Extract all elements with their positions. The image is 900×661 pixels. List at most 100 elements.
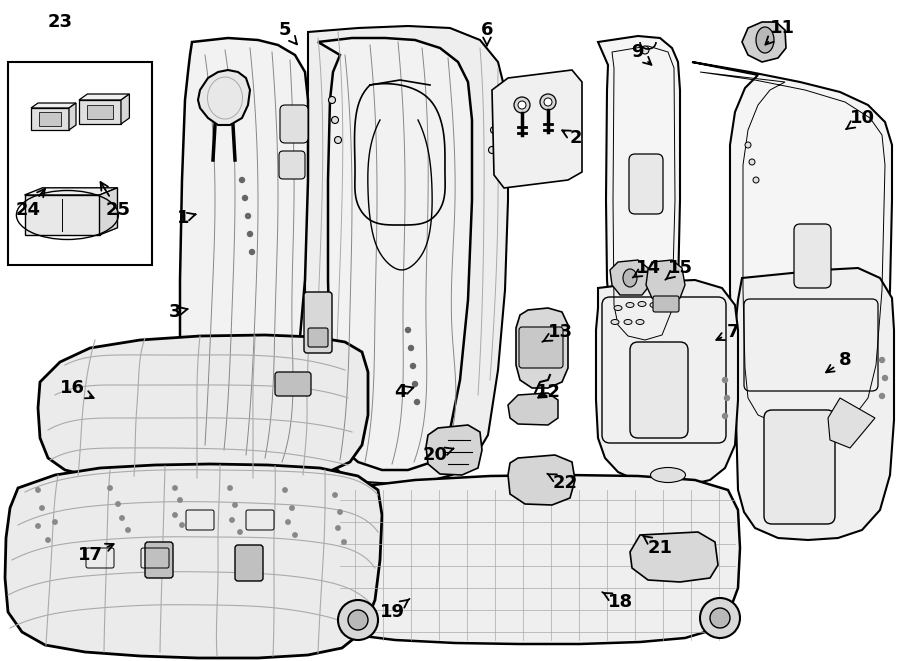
Polygon shape <box>610 260 650 295</box>
Circle shape <box>283 488 287 492</box>
Circle shape <box>342 540 346 544</box>
Circle shape <box>518 101 526 109</box>
Polygon shape <box>735 268 894 540</box>
Circle shape <box>36 488 40 492</box>
Circle shape <box>710 608 730 628</box>
Ellipse shape <box>623 269 637 287</box>
Circle shape <box>126 527 130 532</box>
Circle shape <box>879 358 885 362</box>
Circle shape <box>338 600 378 640</box>
Polygon shape <box>121 94 130 124</box>
Circle shape <box>173 513 177 517</box>
Circle shape <box>248 231 253 237</box>
Polygon shape <box>87 105 112 119</box>
FancyBboxPatch shape <box>653 296 679 312</box>
Text: 16: 16 <box>59 379 94 399</box>
Polygon shape <box>79 94 130 100</box>
FancyBboxPatch shape <box>280 105 308 143</box>
Polygon shape <box>31 103 76 108</box>
Polygon shape <box>69 103 76 130</box>
Polygon shape <box>508 393 558 425</box>
FancyBboxPatch shape <box>275 372 311 396</box>
Text: 12: 12 <box>536 383 561 401</box>
Text: 8: 8 <box>826 351 851 372</box>
Circle shape <box>514 97 530 113</box>
Circle shape <box>173 486 177 490</box>
Circle shape <box>409 346 413 350</box>
Polygon shape <box>646 260 685 305</box>
Circle shape <box>336 525 340 530</box>
FancyBboxPatch shape <box>630 342 688 438</box>
Ellipse shape <box>662 305 670 311</box>
Circle shape <box>544 98 552 106</box>
Polygon shape <box>630 532 718 582</box>
Ellipse shape <box>756 27 774 53</box>
Circle shape <box>246 214 250 219</box>
FancyBboxPatch shape <box>519 327 563 368</box>
Ellipse shape <box>626 303 634 307</box>
Ellipse shape <box>614 305 622 311</box>
Circle shape <box>749 159 755 165</box>
FancyBboxPatch shape <box>279 151 305 179</box>
FancyBboxPatch shape <box>764 410 835 524</box>
Circle shape <box>335 137 341 143</box>
Circle shape <box>46 538 50 542</box>
Text: 9: 9 <box>631 43 652 65</box>
Polygon shape <box>598 36 680 348</box>
Circle shape <box>53 520 58 524</box>
Circle shape <box>883 375 887 381</box>
Polygon shape <box>38 335 368 480</box>
Circle shape <box>406 327 410 332</box>
Polygon shape <box>305 26 508 484</box>
Circle shape <box>489 147 496 153</box>
Text: 1: 1 <box>176 209 195 227</box>
Circle shape <box>178 498 182 502</box>
Polygon shape <box>328 475 740 644</box>
Polygon shape <box>24 188 118 195</box>
Polygon shape <box>508 455 575 505</box>
Ellipse shape <box>611 319 619 325</box>
Circle shape <box>290 506 294 510</box>
Circle shape <box>116 502 121 506</box>
Circle shape <box>233 503 238 507</box>
Polygon shape <box>31 108 69 130</box>
Ellipse shape <box>651 467 686 483</box>
Polygon shape <box>492 70 582 188</box>
Circle shape <box>700 598 740 638</box>
Circle shape <box>745 142 751 148</box>
Circle shape <box>239 178 245 182</box>
Circle shape <box>723 414 727 418</box>
Circle shape <box>292 533 297 537</box>
Polygon shape <box>198 70 250 125</box>
Ellipse shape <box>636 319 644 325</box>
FancyBboxPatch shape <box>304 292 332 353</box>
Polygon shape <box>426 425 482 475</box>
Circle shape <box>410 364 416 368</box>
Polygon shape <box>180 38 308 470</box>
Text: 18: 18 <box>602 592 633 611</box>
Text: 2: 2 <box>562 129 582 147</box>
Circle shape <box>723 377 727 383</box>
Circle shape <box>36 524 40 528</box>
Circle shape <box>753 177 759 183</box>
Circle shape <box>230 518 234 522</box>
Text: 21: 21 <box>643 535 672 557</box>
Polygon shape <box>39 112 61 126</box>
FancyBboxPatch shape <box>308 328 328 347</box>
Polygon shape <box>692 62 892 430</box>
Circle shape <box>412 381 418 387</box>
Circle shape <box>40 506 44 510</box>
Polygon shape <box>5 464 382 658</box>
Polygon shape <box>862 418 892 430</box>
Polygon shape <box>24 195 100 235</box>
Polygon shape <box>742 22 786 62</box>
Polygon shape <box>516 308 568 388</box>
Circle shape <box>879 393 885 399</box>
Ellipse shape <box>624 319 632 325</box>
Circle shape <box>540 94 556 110</box>
Circle shape <box>331 116 338 124</box>
Bar <box>8 62 152 265</box>
Circle shape <box>242 196 248 200</box>
Text: 17: 17 <box>77 544 113 564</box>
Text: 19: 19 <box>380 599 410 621</box>
